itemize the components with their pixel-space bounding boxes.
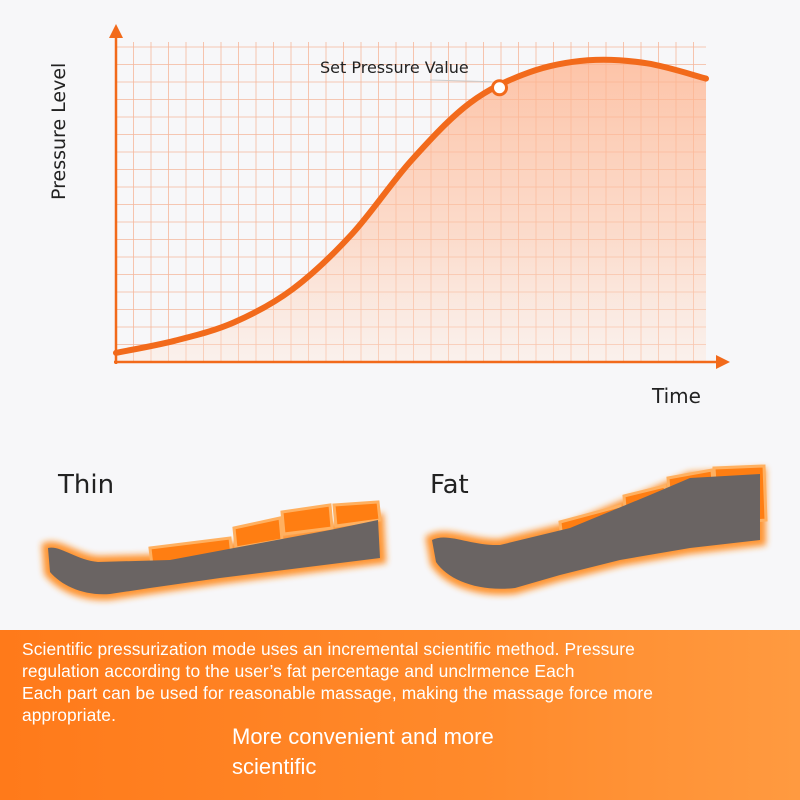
cuff-segment	[280, 503, 334, 536]
set-pressure-annotation: Set Pressure Value	[320, 58, 469, 77]
set-pressure-marker	[491, 79, 508, 97]
fat-label: Fat	[430, 470, 469, 500]
area-fill	[116, 59, 706, 362]
thin-leg-illustration	[41, 500, 387, 601]
x-axis-arrow	[716, 355, 730, 369]
tagline-line-1: More convenient and more	[232, 724, 494, 749]
banner-description: Scientific pressurization mode uses an i…	[22, 638, 782, 726]
banner-line-3: Each part can be used for reasonable mas…	[22, 683, 654, 703]
y-axis-arrow	[109, 24, 123, 38]
leg-shape	[432, 474, 760, 589]
thin-label: Thin	[58, 470, 115, 500]
banner-line-1: Scientific pressurization mode uses an i…	[22, 639, 635, 659]
y-axis-label: Pressure Level	[48, 62, 70, 200]
fat-leg-illustration	[425, 464, 768, 595]
tagline-line-2: scientific	[232, 754, 317, 779]
annotation-leader	[429, 79, 492, 83]
chart-axes	[109, 24, 730, 369]
banner-tagline: More convenient and more scientific	[232, 722, 494, 782]
info-banner: Scientific pressurization mode uses an i…	[0, 630, 800, 800]
banner-line-4: appropriate.	[22, 705, 117, 725]
leg-shape	[48, 520, 380, 595]
pressure-curve	[113, 56, 709, 356]
banner-line-2: regulation according to the user’s fat p…	[22, 661, 575, 681]
x-axis-label: Time	[652, 384, 701, 408]
cuff-segment	[332, 500, 382, 528]
